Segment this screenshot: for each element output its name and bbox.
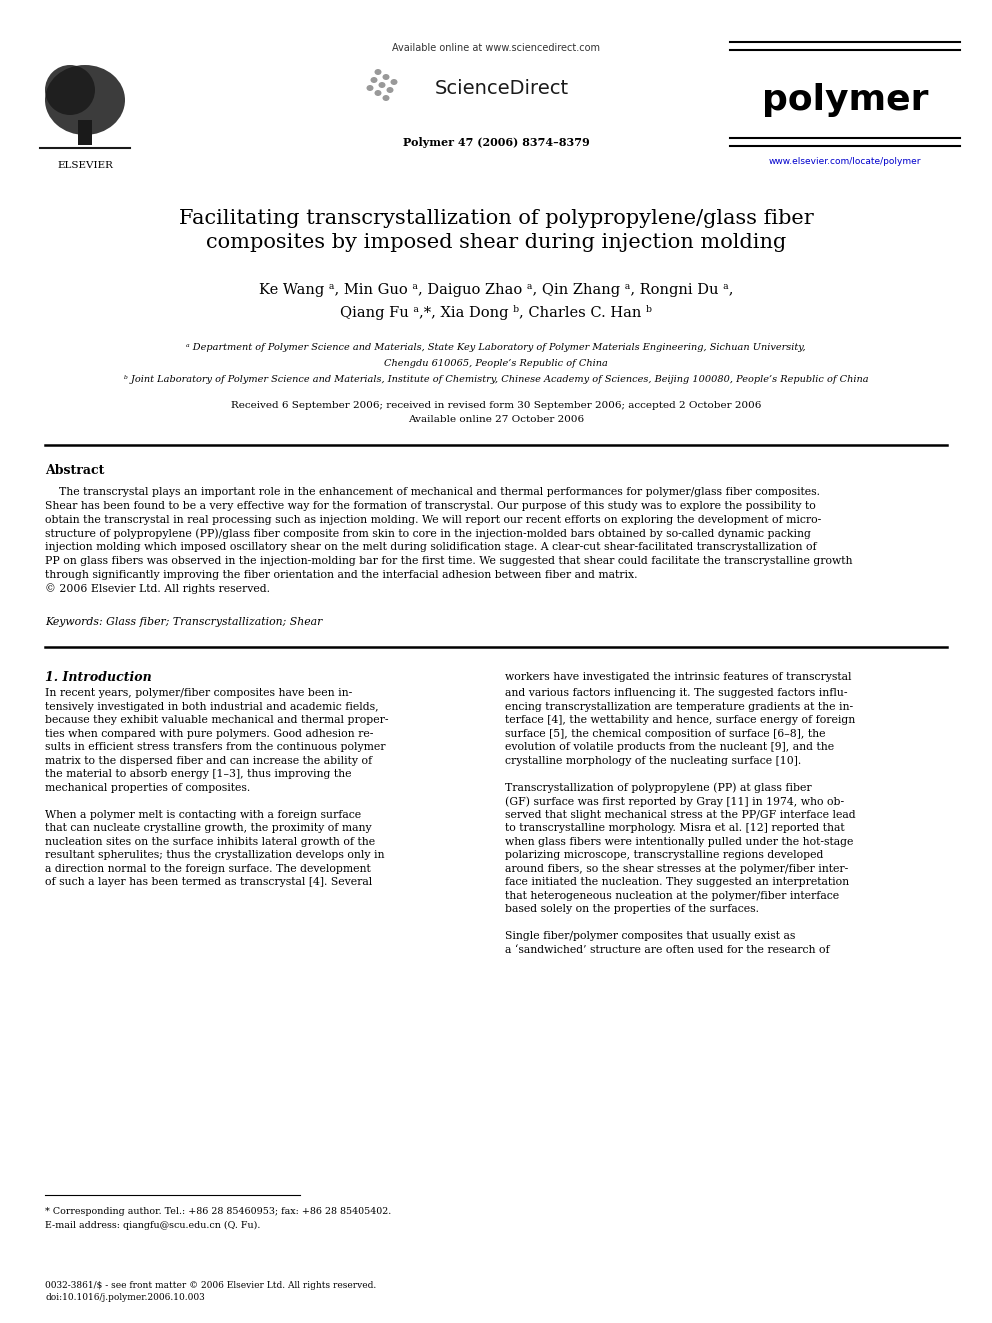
Text: polymer: polymer [762, 83, 929, 116]
Text: ELSEVIER: ELSEVIER [58, 160, 113, 169]
Text: ᵃ Department of Polymer Science and Materials, State Key Laboratory of Polymer M: ᵃ Department of Polymer Science and Mate… [186, 344, 806, 352]
Text: injection molding which imposed oscillatory shear on the melt during solidificat: injection molding which imposed oscillat… [45, 542, 816, 552]
Text: tensively investigated in both industrial and academic fields,: tensively investigated in both industria… [45, 703, 379, 712]
Text: Facilitating transcrystallization of polypropylene/glass fiber: Facilitating transcrystallization of pol… [179, 209, 813, 228]
Text: nucleation sites on the surface inhibits lateral growth of the: nucleation sites on the surface inhibits… [45, 837, 375, 847]
Text: served that slight mechanical stress at the PP/GF interface lead: served that slight mechanical stress at … [505, 810, 856, 820]
Ellipse shape [45, 65, 125, 135]
Ellipse shape [370, 77, 378, 83]
Text: * Corresponding author. Tel.: +86 28 85460953; fax: +86 28 85405402.: * Corresponding author. Tel.: +86 28 854… [45, 1207, 391, 1216]
Text: Ke Wang ᵃ, Min Guo ᵃ, Daiguo Zhao ᵃ, Qin Zhang ᵃ, Rongni Du ᵃ,: Ke Wang ᵃ, Min Guo ᵃ, Daiguo Zhao ᵃ, Qin… [259, 283, 733, 296]
Text: surface [5], the chemical composition of surface [6–8], the: surface [5], the chemical composition of… [505, 729, 825, 740]
Text: composites by imposed shear during injection molding: composites by imposed shear during injec… [206, 233, 786, 253]
Text: the material to absorb energy [1–3], thus improving the: the material to absorb energy [1–3], thu… [45, 770, 351, 779]
Text: ties when compared with pure polymers. Good adhesion re-: ties when compared with pure polymers. G… [45, 729, 373, 740]
Text: www.elsevier.com/locate/polymer: www.elsevier.com/locate/polymer [769, 157, 922, 167]
Text: Available online 27 October 2006: Available online 27 October 2006 [408, 415, 584, 425]
Ellipse shape [387, 87, 394, 93]
Text: around fibers, so the shear stresses at the polymer/fiber inter-: around fibers, so the shear stresses at … [505, 864, 848, 875]
Text: resultant spherulites; thus the crystallization develops only in: resultant spherulites; thus the crystall… [45, 851, 385, 860]
Text: that can nucleate crystalline growth, the proximity of many: that can nucleate crystalline growth, th… [45, 823, 372, 833]
Text: workers have investigated the intrinsic features of transcrystal: workers have investigated the intrinsic … [505, 672, 851, 683]
Text: (GF) surface was first reported by Gray [11] in 1974, who ob-: (GF) surface was first reported by Gray … [505, 796, 844, 807]
Text: through significantly improving the fiber orientation and the interfacial adhesi: through significantly improving the fibe… [45, 570, 638, 579]
Ellipse shape [375, 90, 382, 97]
Text: PP on glass fibers was observed in the injection-molding bar for the first time.: PP on glass fibers was observed in the i… [45, 556, 852, 566]
Text: encing transcrystallization are temperature gradients at the in-: encing transcrystallization are temperat… [505, 703, 853, 712]
Text: sults in efficient stress transfers from the continuous polymer: sults in efficient stress transfers from… [45, 742, 386, 753]
Text: structure of polypropylene (PP)/glass fiber composite from skin to core in the i: structure of polypropylene (PP)/glass fi… [45, 528, 810, 538]
Text: Abstract: Abstract [45, 463, 104, 476]
Text: E-mail address: qiangfu@scu.edu.cn (Q. Fu).: E-mail address: qiangfu@scu.edu.cn (Q. F… [45, 1220, 260, 1229]
Text: face initiated the nucleation. They suggested an interpretation: face initiated the nucleation. They sugg… [505, 877, 849, 888]
Text: Single fiber/polymer composites that usually exist as: Single fiber/polymer composites that usu… [505, 931, 796, 942]
Text: When a polymer melt is contacting with a foreign surface: When a polymer melt is contacting with a… [45, 810, 361, 820]
Text: ᵇ Joint Laboratory of Polymer Science and Materials, Institute of Chemistry, Chi: ᵇ Joint Laboratory of Polymer Science an… [124, 376, 868, 385]
Ellipse shape [383, 95, 390, 101]
Ellipse shape [391, 79, 398, 85]
Text: The transcrystal plays an important role in the enhancement of mechanical and th: The transcrystal plays an important role… [45, 487, 820, 497]
Text: Chengdu 610065, People’s Republic of China: Chengdu 610065, People’s Republic of Chi… [384, 359, 608, 368]
Text: to transcrystalline morphology. Misra et al. [12] reported that: to transcrystalline morphology. Misra et… [505, 823, 844, 833]
Text: In recent years, polymer/fiber composites have been in-: In recent years, polymer/fiber composite… [45, 688, 352, 699]
Text: Qiang Fu ᵃ,*, Xia Dong ᵇ, Charles C. Han ᵇ: Qiang Fu ᵃ,*, Xia Dong ᵇ, Charles C. Han… [340, 306, 652, 320]
Text: 0032-3861/$ - see front matter © 2006 Elsevier Ltd. All rights reserved.: 0032-3861/$ - see front matter © 2006 El… [45, 1281, 376, 1290]
Text: polarizing microscope, transcrystalline regions developed: polarizing microscope, transcrystalline … [505, 851, 823, 860]
Ellipse shape [383, 74, 390, 79]
Text: Received 6 September 2006; received in revised form 30 September 2006; accepted : Received 6 September 2006; received in r… [231, 401, 761, 410]
Text: matrix to the dispersed fiber and can increase the ability of: matrix to the dispersed fiber and can in… [45, 755, 372, 766]
Text: Available online at www.sciencedirect.com: Available online at www.sciencedirect.co… [392, 44, 600, 53]
Bar [78, 120, 92, 146]
Text: Keywords: Glass fiber; Transcrystallization; Shear: Keywords: Glass fiber; Transcrystallizat… [45, 618, 322, 627]
Text: when glass fibers were intentionally pulled under the hot-stage: when glass fibers were intentionally pul… [505, 837, 853, 847]
Text: 1. Introduction: 1. Introduction [45, 671, 152, 684]
Text: crystalline morphology of the nucleating surface [10].: crystalline morphology of the nucleating… [505, 755, 802, 766]
Text: a ‘sandwiched’ structure are often used for the research of: a ‘sandwiched’ structure are often used … [505, 945, 829, 955]
Text: evolution of volatile products from the nucleant [9], and the: evolution of volatile products from the … [505, 742, 834, 753]
Text: that heterogeneous nucleation at the polymer/fiber interface: that heterogeneous nucleation at the pol… [505, 890, 839, 901]
Text: © 2006 Elsevier Ltd. All rights reserved.: © 2006 Elsevier Ltd. All rights reserved… [45, 583, 270, 594]
Text: terface [4], the wettability and hence, surface energy of foreign: terface [4], the wettability and hence, … [505, 716, 855, 725]
Text: because they exhibit valuable mechanical and thermal proper-: because they exhibit valuable mechanical… [45, 716, 389, 725]
Text: Shear has been found to be a very effective way for the formation of transcrysta: Shear has been found to be a very effect… [45, 501, 815, 511]
Text: Transcrystallization of polypropylene (PP) at glass fiber: Transcrystallization of polypropylene (P… [505, 783, 811, 794]
Text: of such a layer has been termed as transcrystal [4]. Several: of such a layer has been termed as trans… [45, 877, 372, 888]
Ellipse shape [379, 82, 386, 89]
Text: ScienceDirect: ScienceDirect [435, 78, 569, 98]
Text: mechanical properties of composites.: mechanical properties of composites. [45, 783, 250, 792]
Text: obtain the transcrystal in real processing such as injection molding. We will re: obtain the transcrystal in real processi… [45, 515, 821, 525]
Text: based solely on the properties of the surfaces.: based solely on the properties of the su… [505, 905, 759, 914]
Ellipse shape [45, 65, 95, 115]
Ellipse shape [375, 69, 382, 75]
Text: Polymer 47 (2006) 8374–8379: Polymer 47 (2006) 8374–8379 [403, 138, 589, 148]
Text: a direction normal to the foreign surface. The development: a direction normal to the foreign surfac… [45, 864, 371, 875]
Text: doi:10.1016/j.polymer.2006.10.003: doi:10.1016/j.polymer.2006.10.003 [45, 1294, 204, 1303]
Text: and various factors influencing it. The suggested factors influ-: and various factors influencing it. The … [505, 688, 847, 699]
Ellipse shape [366, 85, 374, 91]
